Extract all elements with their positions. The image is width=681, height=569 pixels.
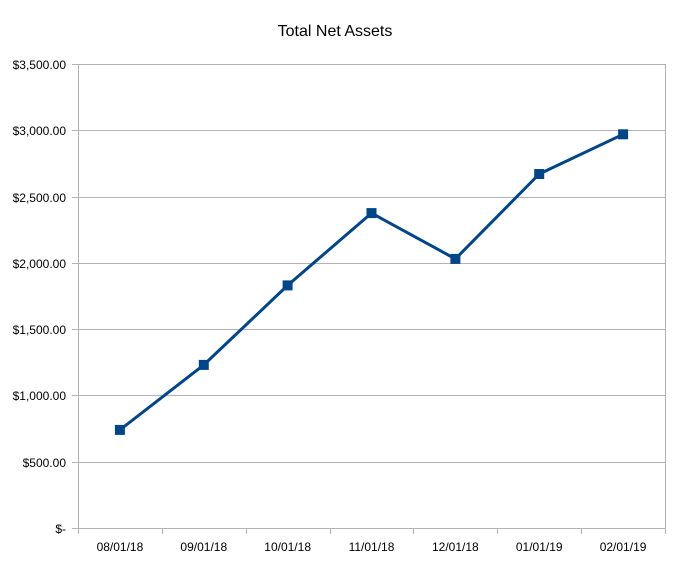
y-tick-label: $500.00 (23, 456, 67, 470)
data-point-marker (534, 169, 545, 179)
y-tick-labels: $- $500.00 $1,000.00 $1,500.00 $2,000.00 $2,5… (13, 58, 67, 536)
data-point-marker (450, 253, 461, 264)
x-tick-labels: 08/01/18 09/01/18 10/01/18 11/01/18 12/01/18… (97, 540, 647, 554)
x-tick-label: 02/01/19 (600, 540, 647, 554)
y-tick-label: $3,500.00 (13, 58, 67, 72)
x-tick-label: 11/01/18 (349, 540, 395, 554)
x-tick-label: 01/01/19 (516, 540, 563, 554)
y-tick-label: $1,000.00 (13, 389, 67, 403)
y-tick-label: $1,500.00 (13, 323, 67, 337)
x-tick-label: 10/01/18 (264, 540, 311, 554)
data-point-marker (114, 424, 125, 435)
data-point-marker (282, 280, 293, 291)
chart-title: Total Net Assets (278, 23, 393, 40)
x-tick-label: 12/01/18 (432, 540, 479, 554)
y-tick-label: $2,500.00 (13, 191, 67, 205)
series-layer (114, 129, 629, 435)
data-point-marker (366, 208, 377, 219)
x-tick-label: 09/01/18 (180, 540, 227, 554)
data-point-marker (618, 129, 629, 140)
series-line (118, 132, 625, 432)
x-tick-label: 08/01/18 (97, 540, 144, 554)
grid-lines (78, 64, 665, 529)
data-point-marker (198, 359, 209, 370)
y-tick-label: $3,000.00 (13, 124, 67, 138)
y-tick-label: $- (55, 522, 66, 536)
y-tick-label: $2,000.00 (13, 257, 67, 271)
axes (72, 64, 666, 534)
